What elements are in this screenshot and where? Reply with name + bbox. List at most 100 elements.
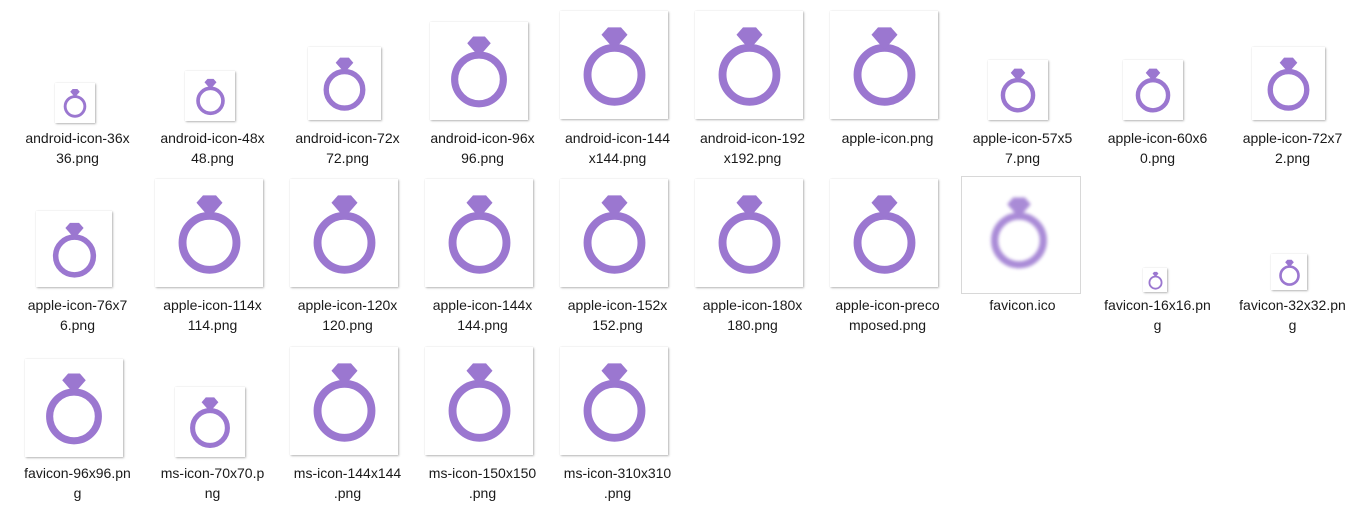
file-name-label[interactable]: android-icon-36x 36.png [25, 130, 130, 166]
ring-band [46, 388, 102, 445]
ring-band [451, 51, 507, 108]
ring-band [853, 43, 915, 106]
file-name-label[interactable]: apple-icon-preco mposed.png [835, 297, 940, 333]
ring-band [718, 211, 780, 274]
file-name-label[interactable]: favicon-16x16.pn g [1104, 297, 1211, 333]
file-name-label[interactable]: apple-icon.png [841, 130, 934, 146]
file-thumbnail[interactable] [25, 359, 123, 457]
file-name-label[interactable]: ms-icon-70x70.p ng [160, 465, 265, 501]
file-name-label[interactable]: favicon-96x96.pn g [24, 465, 131, 501]
file-name-label[interactable]: android-icon-96x 96.png [430, 130, 535, 166]
file-name-label[interactable]: ms-icon-310x310 .png [563, 465, 672, 501]
ring-gem [64, 222, 84, 238]
ring-band [178, 211, 240, 274]
file-name-label[interactable]: apple-icon-144x 144.png [432, 297, 533, 333]
file-thumbnail[interactable] [185, 71, 235, 121]
file-thumbnail[interactable] [425, 179, 533, 287]
ring-icon [1135, 68, 1171, 113]
file-thumbnail[interactable] [155, 179, 263, 287]
file-thumbnail[interactable] [290, 179, 398, 287]
file-thumbnail[interactable] [988, 60, 1048, 120]
file-thumbnail[interactable] [695, 11, 803, 119]
ring-icon [313, 194, 375, 274]
ring-icon [448, 194, 510, 274]
file-name-label[interactable]: apple-icon-72x7 2.png [1242, 130, 1343, 166]
file-thumbnail[interactable] [560, 11, 668, 119]
file-thumbnail[interactable] [308, 47, 381, 120]
ring-gem [735, 194, 763, 218]
ring-gem [1152, 271, 1158, 277]
file-name-label[interactable]: android-icon-144 x144.png [564, 130, 671, 166]
ring-band [718, 43, 780, 106]
ring-band [583, 211, 645, 274]
ring-icon [63, 89, 87, 118]
ring-icon [52, 222, 96, 278]
ring-gem [735, 26, 763, 50]
ring-band [190, 408, 230, 448]
ring-band [1000, 77, 1036, 113]
file-thumbnail[interactable] [560, 179, 668, 287]
ring-icon [583, 362, 645, 442]
ring-icon [1278, 259, 1300, 286]
file-thumbnail[interactable] [970, 183, 1068, 281]
file-name-label[interactable]: favicon.ico [989, 297, 1056, 313]
file-name-label[interactable]: ms-icon-144x144 .png [293, 465, 402, 501]
file-thumbnail[interactable] [290, 347, 398, 455]
ring-icon [1267, 57, 1310, 111]
ring-icon [190, 397, 230, 448]
ring-band [448, 211, 510, 274]
ring-icon [583, 26, 645, 106]
file-thumbnail[interactable] [1271, 254, 1307, 290]
ring-icon [1000, 68, 1036, 113]
ring-gem [1284, 259, 1294, 267]
ring-gem [330, 362, 358, 386]
ring-icon [46, 373, 102, 445]
ring-icon [451, 36, 507, 108]
file-name-label[interactable]: apple-icon-60x6 0.png [1107, 130, 1208, 166]
ring-band [313, 379, 375, 442]
ring-band [583, 43, 645, 106]
file-name-label[interactable]: apple-icon-114x 114.png [163, 297, 262, 333]
file-thumbnail[interactable] [36, 211, 112, 287]
file-name-label[interactable]: apple-icon-76x7 6.png [27, 297, 128, 333]
ring-band [313, 211, 375, 274]
file-thumbnail[interactable] [830, 179, 938, 287]
file-thumbnail[interactable] [55, 83, 95, 123]
ring-gem [1145, 68, 1161, 82]
ring-band [583, 379, 645, 442]
file-thumbnail[interactable] [1123, 60, 1183, 120]
file-thumbnail[interactable] [1252, 47, 1325, 120]
file-name-label[interactable]: apple-icon-180x 180.png [702, 297, 803, 333]
ring-band [1148, 275, 1162, 290]
file-thumbnail[interactable] [830, 11, 938, 119]
file-thumbnail[interactable] [430, 22, 528, 120]
file-name-label[interactable]: favicon-32x32.pn g [1239, 297, 1346, 333]
file-thumbnail[interactable] [175, 387, 245, 457]
ring-icon [313, 362, 375, 442]
file-name-label[interactable]: ms-icon-150x150 .png [428, 465, 537, 501]
ring-icon [853, 194, 915, 274]
ring-gem [465, 194, 493, 218]
ring-icon [991, 197, 1047, 269]
file-thumbnail[interactable] [560, 347, 668, 455]
file-name-label[interactable]: android-icon-192 x192.png [699, 130, 806, 166]
ring-gem [600, 362, 628, 386]
ring-gem [1279, 57, 1298, 73]
ring-icon [583, 194, 645, 274]
ring-gem [1007, 197, 1031, 218]
ring-icon [323, 57, 366, 111]
file-name-label[interactable]: apple-icon-152x 152.png [567, 297, 668, 333]
ring-icon [1148, 271, 1162, 290]
file-thumbnail[interactable] [425, 347, 533, 455]
ring-band [52, 233, 96, 278]
file-thumbnail[interactable] [1143, 268, 1167, 292]
file-name-label[interactable]: android-icon-48x 48.png [160, 130, 265, 166]
file-name-label[interactable]: android-icon-72x 72.png [295, 130, 400, 166]
ring-gem [201, 397, 219, 412]
file-name-label[interactable]: apple-icon-57x5 7.png [972, 130, 1073, 166]
ring-gem [600, 26, 628, 50]
file-thumbnail[interactable] [695, 179, 803, 287]
file-name-label[interactable]: apple-icon-120x 120.png [297, 297, 398, 333]
ring-icon [448, 362, 510, 442]
